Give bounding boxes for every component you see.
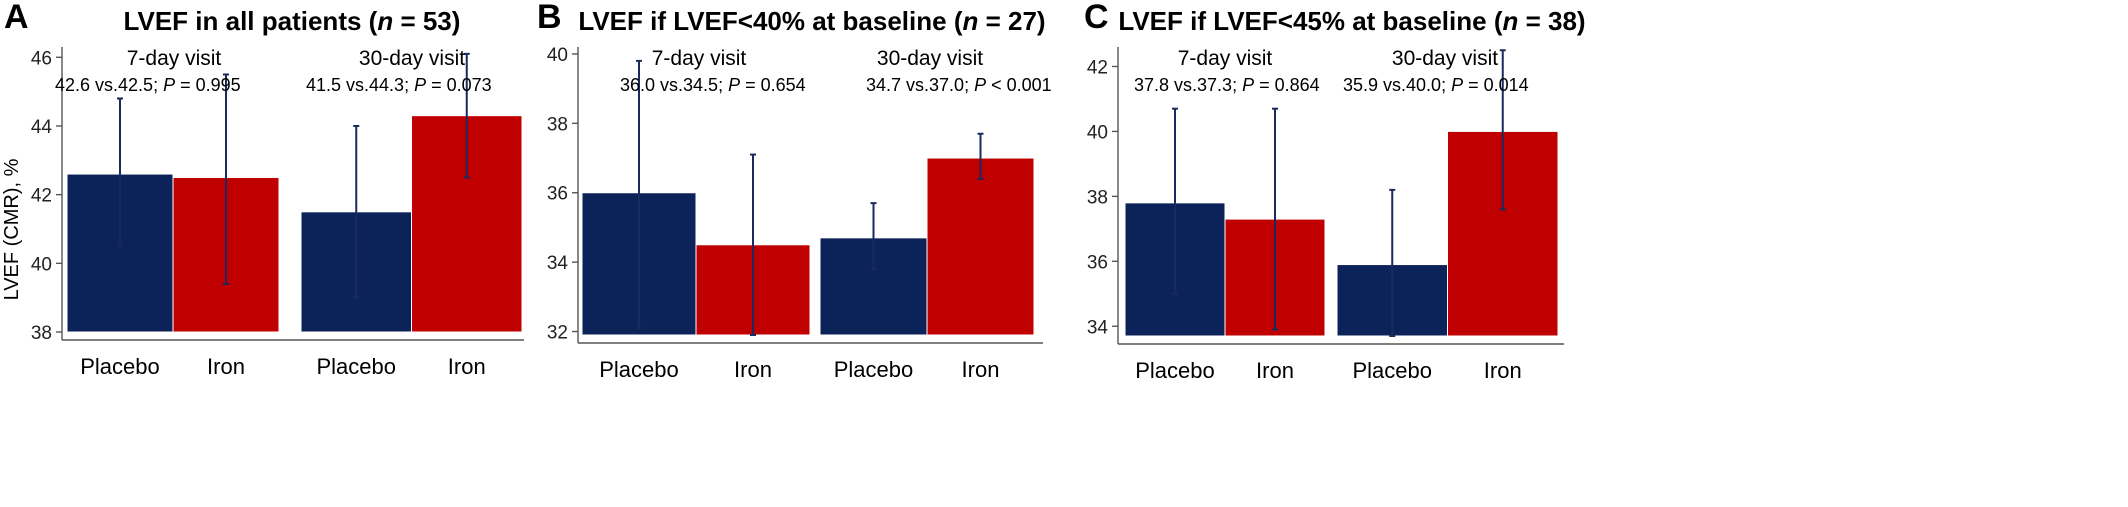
title-n: n (1502, 6, 1518, 36)
visit-label: 30-day visit (1392, 47, 1498, 70)
stat-means: 37.8 vs.37.3; (1134, 75, 1242, 95)
title-suffix: = 38) (1518, 6, 1585, 36)
title-n: n (962, 6, 978, 36)
category-label: Placebo (1352, 358, 1432, 383)
category-label: Iron (1484, 358, 1522, 383)
panel-a: A LVEF in all patients (n = 53) 38 40 42 44 46… (1, 0, 524, 379)
stat-annotation: 42.6 vs.42.5; P = 0.995 (55, 75, 241, 95)
y-tick-label: 34 (547, 253, 569, 274)
facet-2: Placebo Iron 30-day visit 35.9 vs.40.0; P =… (1336, 47, 1559, 383)
stat-p: P (414, 75, 426, 95)
stat-means: 36.0 vs.34.5; (620, 75, 728, 95)
y-tick-label: 40 (547, 45, 568, 66)
y-tick-label: 36 (547, 184, 568, 205)
panel-title: LVEF if LVEF<40% at baseline (n = 27) (578, 6, 1045, 36)
title-suffix: = 53) (393, 6, 460, 36)
y-tick-label: 42 (1087, 57, 1108, 78)
visit-label: 7-day visit (127, 47, 222, 70)
stat-annotation: 37.8 vs.37.3; P = 0.864 (1134, 75, 1320, 95)
facet-2: Placebo Iron 30-day visit 41.5 vs.44.3; P =… (300, 47, 523, 379)
stat-annotation: 36.0 vs.34.5; P = 0.654 (620, 75, 806, 95)
category-label: Placebo (80, 354, 160, 379)
category-label: Placebo (1135, 358, 1215, 383)
title-suffix: = 27) (978, 6, 1045, 36)
panel-title: LVEF if LVEF<45% at baseline (n = 38) (1118, 6, 1585, 36)
category-label: Iron (734, 357, 772, 382)
stat-p-value: = 0.864 (1254, 75, 1320, 95)
category-label: Iron (1256, 358, 1294, 383)
y-tick-label: 46 (31, 48, 52, 69)
stat-p: P (974, 75, 986, 95)
stat-means: 34.7 vs.37.0; (866, 75, 974, 95)
visit-label: 30-day visit (877, 47, 983, 70)
title-n: n (377, 6, 393, 36)
stat-p-value: < 0.001 (986, 75, 1052, 95)
visit-label: 30-day visit (359, 47, 465, 70)
stat-p-value: = 0.995 (175, 75, 241, 95)
stat-means: 41.5 vs.44.3; (306, 75, 414, 95)
panel-letter: B (537, 0, 562, 36)
category-label: Placebo (834, 357, 914, 382)
facet-2: Placebo Iron 30-day visit 34.7 vs.37.0; P <… (819, 47, 1052, 382)
stat-p: P (163, 75, 175, 95)
stat-annotation: 41.5 vs.44.3; P = 0.073 (306, 75, 492, 95)
category-label: Iron (448, 354, 486, 379)
y-axis-label: LVEF (CMR), % (1, 158, 23, 300)
category-label: Iron (962, 357, 1000, 382)
stat-means: 42.6 vs.42.5; (55, 75, 163, 95)
facet-1: Placebo Iron 7-day visit 37.8 vs.37.3; P = … (1124, 47, 1326, 383)
facet-1: Placebo Iron 7-day visit 42.6 vs.42.5; P = … (55, 47, 280, 379)
y-tick-label: 38 (31, 323, 52, 344)
category-label: Placebo (599, 357, 679, 382)
stat-means: 35.9 vs.40.0; (1343, 75, 1451, 95)
bar-iron (926, 157, 1035, 336)
stat-p: P (1242, 75, 1254, 95)
stat-p: P (728, 75, 740, 95)
visit-label: 7-day visit (1178, 47, 1273, 70)
y-tick-label: 40 (31, 254, 52, 275)
y-tick-label: 36 (1087, 252, 1108, 273)
visit-label: 7-day visit (652, 47, 747, 70)
y-tick-label: 34 (1087, 317, 1109, 338)
y-tick-label: 38 (547, 114, 568, 135)
panel-c: C LVEF if LVEF<45% at baseline (n = 38) 34… (1084, 0, 1586, 383)
stat-p: P (1451, 75, 1463, 95)
panel-letter: A (4, 0, 29, 36)
stat-p-value: = 0.014 (1463, 75, 1529, 95)
y-tick-label: 38 (1087, 187, 1108, 208)
title-prefix: LVEF in all patients ( (124, 6, 378, 36)
stat-p-value: = 0.073 (426, 75, 492, 95)
y-tick-label: 44 (31, 117, 53, 138)
y-tick-label: 40 (1087, 122, 1108, 143)
stat-p-value: = 0.654 (740, 75, 806, 95)
category-label: Placebo (316, 354, 396, 379)
panel-b: B LVEF if LVEF<40% at baseline (n = 27) 32… (537, 0, 1052, 382)
y-tick-label: 32 (547, 323, 568, 344)
category-label: Iron (207, 354, 245, 379)
panel-letter: C (1084, 0, 1109, 36)
facet-1: Placebo Iron 7-day visit 36.0 vs.34.5; P = … (581, 47, 811, 382)
panel-title: LVEF in all patients (n = 53) (124, 6, 461, 36)
stat-annotation: 35.9 vs.40.0; P = 0.014 (1343, 75, 1529, 95)
y-tick-label: 42 (31, 186, 52, 207)
title-prefix: LVEF if LVEF<45% at baseline ( (1118, 6, 1502, 36)
title-prefix: LVEF if LVEF<40% at baseline ( (578, 6, 962, 36)
stat-annotation: 34.7 vs.37.0; P < 0.001 (866, 75, 1052, 95)
